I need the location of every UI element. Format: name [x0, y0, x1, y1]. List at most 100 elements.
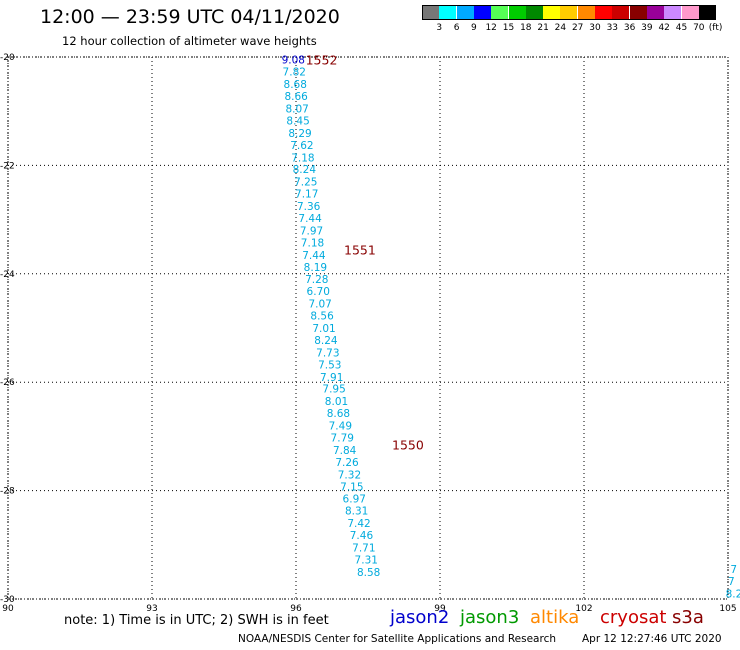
legend-label: 70 — [693, 23, 705, 33]
wave-height-value: 7.36 — [297, 201, 321, 213]
orbit-pass-label: 1551 — [344, 242, 376, 257]
legend-label: 39 — [641, 23, 653, 33]
credit-text: NOAA/NESDIS Center for Satellite Applica… — [238, 633, 556, 645]
wave-height-value: 7 — [730, 564, 737, 576]
wave-height-value: 8.07 — [285, 103, 308, 115]
page-title: 12:00 — 23:59 UTC 04/11/2020 — [40, 6, 340, 28]
legend-label: 21 — [537, 23, 549, 33]
legend-label: 45 — [675, 23, 688, 33]
satellite-altika-label: altika — [530, 607, 580, 628]
wave-height-value: 9.08 — [282, 55, 305, 67]
legend-label: 27 — [571, 23, 584, 33]
wave-height-value: 7 — [728, 576, 735, 588]
legend-swatch — [698, 5, 716, 20]
satellite-jason2-label: jason2 — [390, 607, 450, 628]
legend-label: 30 — [589, 23, 601, 33]
wave-height-value: 8.29 — [288, 128, 311, 140]
wave-height-value: 7.17 — [295, 189, 318, 201]
legend-label: 36 — [623, 23, 636, 33]
longitude-tick-label: 90 — [2, 604, 14, 614]
wave-height-value: 7.28 — [305, 274, 328, 286]
longitude-tick-label: 99 — [434, 604, 446, 614]
orbit-pass-label: 1550 — [392, 438, 424, 453]
wave-height-value: 8.56 — [310, 311, 334, 323]
wave-height-value: 6.97 — [343, 494, 366, 506]
legend-swatch — [577, 5, 595, 20]
satellite-cryosat-label: cryosat — [600, 607, 667, 628]
wave-height-value: 8.19 — [304, 262, 327, 274]
latitude-tick-label: -22 — [0, 161, 15, 171]
wave-height-value: 7.18 — [291, 152, 314, 164]
wave-height-value: 7.97 — [300, 225, 323, 237]
legend-swatch — [439, 5, 457, 20]
legend-swatch — [508, 5, 526, 20]
wave-height-value: 7.26 — [335, 457, 359, 469]
legend-swatch — [491, 5, 509, 20]
wave-height-value: 8.24 — [293, 164, 317, 176]
wave-height-value: 7.25 — [294, 177, 317, 189]
footnote: note: 1) Time is in UTC; 2) SWH is in fe… — [64, 613, 329, 628]
wave-height-value: 7.91 — [320, 372, 343, 384]
longitude-tick-label: 93 — [146, 604, 157, 614]
wave-height-value: 7.73 — [316, 347, 339, 359]
wave-height-value: 7.82 — [283, 67, 306, 79]
legend-swatch — [543, 5, 561, 20]
page-subtitle: 12 hour collection of altimeter wave hei… — [62, 34, 317, 48]
satellite-jason3-label: jason3 — [460, 607, 520, 628]
wave-height-value: 7.18 — [301, 237, 324, 249]
legend-swatch — [646, 5, 664, 20]
legend-swatch — [473, 5, 491, 20]
satellite-s3a-label: s3a — [672, 607, 704, 628]
legend-swatch — [560, 5, 578, 20]
legend-swatch — [422, 5, 439, 20]
legend-unit: (ft) — [708, 23, 723, 33]
legend-label: 42 — [658, 23, 670, 33]
wave-height-value: 8.24 — [314, 335, 338, 347]
legend-label: 33 — [606, 23, 619, 33]
orbit-pass-label: 1552 — [306, 53, 338, 68]
latitude-tick-label: -26 — [0, 378, 15, 388]
wave-height-value: 7.46 — [350, 530, 374, 542]
wave-height-value: 8.31 — [345, 506, 368, 518]
latitude-tick-label: -24 — [0, 270, 15, 280]
longitude-tick-label: 105 — [719, 604, 736, 614]
legend-label: 12 — [485, 23, 497, 33]
wave-height-value: 6.70 — [307, 286, 330, 298]
wave-height-value: 7.79 — [331, 432, 354, 444]
legend-swatch — [612, 5, 630, 20]
longitude-tick-label: 102 — [575, 604, 592, 614]
legend-label: 9 — [471, 23, 477, 33]
wave-height-value: 7.53 — [318, 359, 341, 371]
wave-height-value: 7.44 — [302, 250, 326, 262]
latitude-tick-label: -30 — [0, 595, 15, 605]
legend-swatch — [629, 5, 647, 20]
wave-height-value: 8.68 — [327, 408, 350, 420]
legend-label: 24 — [554, 23, 567, 33]
wave-height-value: 8.01 — [325, 396, 348, 408]
legend-swatch — [525, 5, 543, 20]
wave-height-value: 7.07 — [308, 299, 331, 311]
legend-swatch — [456, 5, 474, 20]
legend-label: 15 — [502, 23, 515, 33]
wave-height-value: 7.44 — [298, 213, 322, 225]
latitude-tick-label: -20 — [0, 53, 15, 63]
wave-height-value: 7.62 — [290, 140, 313, 152]
wave-height-value: 7.01 — [312, 323, 335, 335]
legend-label: 3 — [436, 23, 443, 33]
wave-height-value: 8.45 — [286, 115, 309, 127]
legend-swatch — [595, 5, 612, 20]
wave-height-value: 7.95 — [322, 384, 345, 396]
timestamp-text: Apr 12 12:27:46 UTC 2020 — [582, 633, 722, 645]
wave-height-value: 7.32 — [338, 469, 361, 481]
wave-height-value: 8.66 — [284, 91, 308, 103]
wave-height-value: 7.49 — [329, 421, 352, 433]
legend-swatch — [664, 5, 682, 20]
wave-height-value: 7.15 — [340, 481, 363, 493]
wave-height-value: 8.58 — [357, 567, 380, 579]
wave-height-value: 7.31 — [355, 554, 378, 566]
legend-label: 18 — [520, 23, 532, 33]
wave-height-value: 7.42 — [347, 518, 370, 530]
wave-height-value: 8.68 — [284, 79, 307, 91]
wave-height-value: 7.84 — [333, 445, 357, 457]
